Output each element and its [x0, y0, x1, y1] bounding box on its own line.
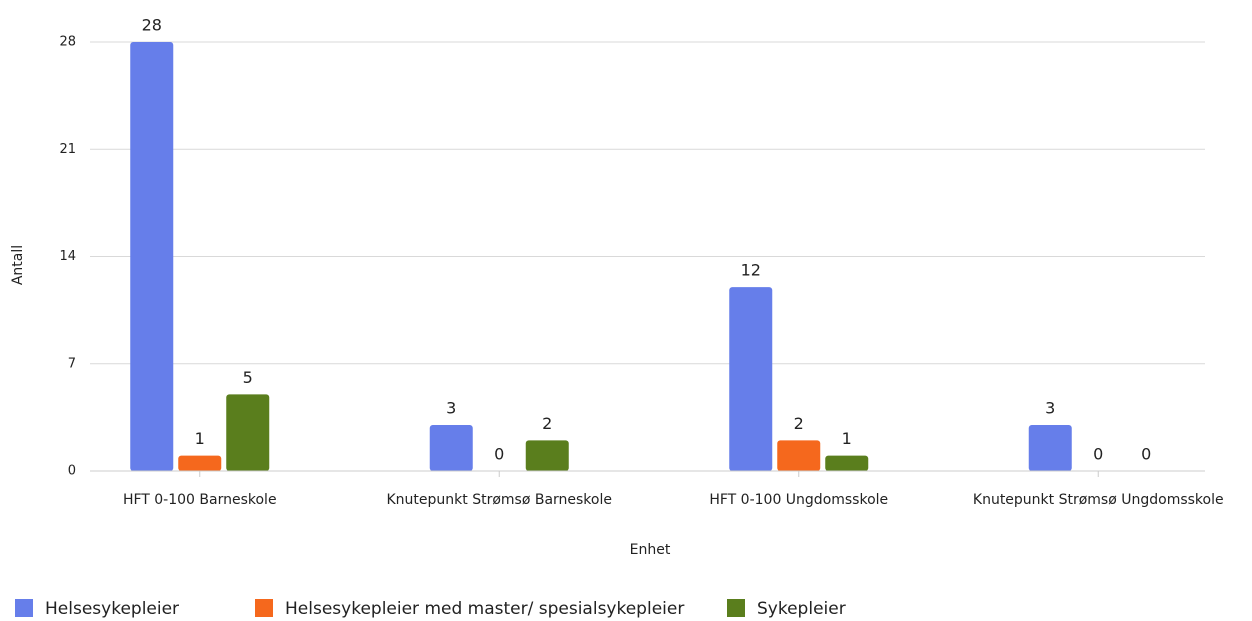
bar — [1028, 425, 1072, 471]
bar — [525, 440, 569, 471]
legend-swatch — [727, 599, 745, 617]
legend-label: Sykepleier — [757, 599, 846, 619]
value-label: 5 — [243, 368, 253, 387]
bar — [178, 455, 222, 471]
bar — [226, 394, 270, 471]
y-tick-label: 21 — [59, 142, 76, 157]
bar — [130, 42, 174, 471]
value-label: 3 — [1045, 399, 1055, 418]
x-tick-label: HFT 0-100 Barneskole — [123, 492, 277, 508]
legend-label: Helsesykepleier med master/ spesialsykep… — [285, 599, 684, 619]
value-label: 1 — [842, 429, 852, 448]
bar — [729, 287, 773, 471]
y-tick-label: 0 — [68, 464, 76, 479]
y-axis-label: Antall — [10, 245, 26, 285]
bar — [825, 455, 869, 471]
legend-swatch — [255, 599, 273, 617]
value-label: 0 — [1141, 445, 1151, 464]
bar — [429, 425, 473, 471]
value-label: 0 — [1093, 445, 1103, 464]
value-label: 28 — [142, 16, 162, 35]
bar — [777, 440, 821, 471]
value-label: 12 — [741, 261, 761, 280]
x-axis-label: Enhet — [630, 542, 671, 558]
value-label: 0 — [494, 445, 504, 464]
y-tick-label: 14 — [59, 249, 76, 264]
value-label: 2 — [794, 414, 804, 433]
value-label: 3 — [446, 399, 456, 418]
y-tick-label: 28 — [59, 35, 76, 50]
y-tick-label: 7 — [68, 356, 76, 371]
value-label: 2 — [542, 414, 552, 433]
legend-swatch — [15, 599, 33, 617]
x-tick-label: HFT 0-100 Ungdomsskole — [709, 492, 888, 508]
x-tick-label: Knutepunkt Strømsø Barneskole — [386, 492, 612, 508]
legend-label: Helsesykepleier — [45, 599, 179, 619]
value-label: 1 — [195, 429, 205, 448]
x-tick-label: Knutepunkt Strømsø Ungdomsskole — [973, 492, 1224, 508]
